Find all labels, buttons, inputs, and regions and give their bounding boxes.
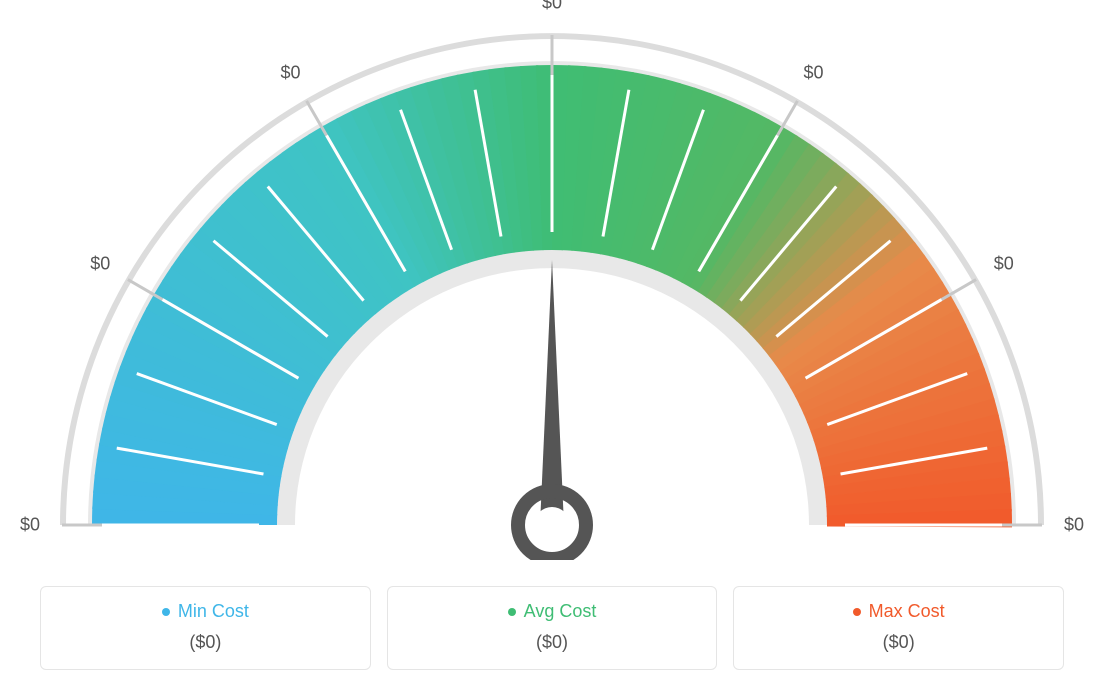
legend-dot-min [162,608,170,616]
gauge-tick-label: $0 [803,63,823,84]
legend-label-max: Max Cost [869,601,945,622]
legend-card-avg: Avg Cost ($0) [387,586,718,670]
cost-gauge-widget: $0 $0 $0 $0 $0 $0 $0 Min Cost ($0) Avg Cost ($… [0,0,1104,690]
gauge-tick-label: $0 [994,253,1014,274]
legend-row: Min Cost ($0) Avg Cost ($0) Max Cost ($0… [40,586,1064,670]
legend-dot-max [853,608,861,616]
gauge-tick-label: $0 [542,0,562,14]
legend-value-max: ($0) [744,632,1053,653]
legend-card-max: Max Cost ($0) [733,586,1064,670]
gauge-svg [0,0,1104,560]
legend-label-avg: Avg Cost [524,601,597,622]
legend-title-max: Max Cost [853,601,945,622]
gauge-chart: $0 $0 $0 $0 $0 $0 $0 [0,0,1104,560]
legend-card-min: Min Cost ($0) [40,586,371,670]
gauge-tick-label: $0 [1064,515,1084,536]
legend-value-avg: ($0) [398,632,707,653]
gauge-tick-label: $0 [90,253,110,274]
gauge-tick-label: $0 [281,63,301,84]
legend-value-min: ($0) [51,632,360,653]
legend-label-min: Min Cost [178,601,249,622]
legend-title-avg: Avg Cost [508,601,597,622]
legend-dot-avg [508,608,516,616]
legend-title-min: Min Cost [162,601,249,622]
gauge-tick-label: $0 [20,515,40,536]
